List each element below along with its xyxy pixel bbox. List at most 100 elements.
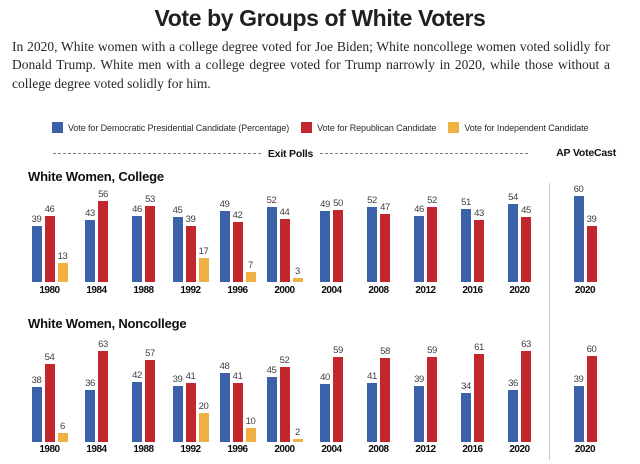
bar-value-label: 36	[85, 378, 95, 390]
rep-bar-slot: 58	[380, 347, 390, 442]
bar-value-label: 39	[586, 213, 597, 225]
bar-value-label: 10	[245, 415, 256, 427]
ap-votecast-label: AP VoteCast	[556, 147, 616, 159]
dem-bar-slot: 39	[573, 373, 584, 442]
exit-polls-divider: Exit Polls	[53, 147, 529, 160]
bar-value-label: 48	[219, 360, 230, 372]
rep-bar	[521, 217, 531, 282]
bar-group-1992: 45 39 17	[167, 190, 214, 282]
bar-value-label: 56	[98, 189, 108, 201]
dem-bar-slot: 46	[414, 204, 424, 282]
bar-value-label: 42	[132, 369, 142, 381]
year-label: 2008	[368, 285, 389, 296]
dem-bar	[219, 372, 230, 442]
bar-group-1996: 48 41 10	[214, 350, 261, 442]
bar-value-label: 61	[474, 342, 484, 354]
ap-votecast-bars: 60 39	[556, 184, 614, 282]
rep-bar	[185, 382, 196, 442]
bar-value-label: 51	[461, 196, 471, 208]
bar-group-1984: 43 56	[73, 190, 120, 282]
bar-value-label: 41	[185, 370, 196, 382]
ind-bar-slot: 17	[198, 245, 209, 282]
ind-bar	[245, 427, 256, 442]
bar-value-label: 38	[31, 375, 42, 387]
bar-value-label: 57	[145, 347, 155, 359]
ind-bar	[198, 413, 209, 442]
bar-value-label: 41	[232, 370, 243, 382]
bar-value-label: 42	[232, 209, 243, 221]
rep-bar	[333, 210, 343, 282]
exit-polls-year-axis: 1980 1984 1988 1992 1996 2000 2004 2008 2012 2016…	[26, 285, 543, 296]
dem-bar	[508, 390, 518, 442]
ind-bar	[57, 433, 68, 442]
bar-value-label: 58	[380, 346, 390, 358]
rep-bar	[44, 215, 55, 282]
bar-value-label: 52	[367, 195, 377, 207]
rep-bar-slot: 47	[380, 203, 390, 282]
dem-bar	[414, 385, 424, 442]
bar-value-label: 39	[573, 373, 584, 385]
rep-bar-slot: 45	[521, 206, 531, 282]
rep-swatch-icon	[301, 122, 313, 133]
rep-bar-slot: 56	[98, 190, 108, 282]
rep-bar	[586, 355, 597, 442]
bar-value-label: 17	[198, 245, 209, 257]
rep-bar	[586, 225, 597, 282]
dem-bar	[85, 220, 95, 282]
rep-bar-slot: 39	[185, 214, 196, 282]
bar-group-2020: 54 45	[496, 190, 543, 282]
dem-bar-slot: 52	[367, 196, 377, 282]
bar-value-label: 7	[248, 259, 253, 271]
ind-bar	[292, 439, 303, 442]
bar-value-label: 45	[266, 365, 277, 377]
exit-polls-label: Exit Polls	[267, 147, 314, 160]
bar-value-label: 52	[266, 195, 277, 207]
rep-bar-slot: 63	[98, 340, 108, 442]
bar-value-label: 54	[508, 192, 518, 204]
dem-bar	[367, 382, 377, 442]
panel-title: White Women, Noncollege	[28, 316, 187, 331]
bar-group-2000: 52 44 3	[261, 190, 308, 282]
bar-group-1984: 36 63	[73, 340, 120, 442]
rep-bar	[474, 354, 484, 442]
exit-polls-bars: 38 54 6 36 63 42 57 39 41 20 48 41 10 45 52 2 40 59 41 58 39…	[26, 340, 543, 442]
bar-value-label: 20	[198, 401, 209, 413]
year-label: 1984	[86, 444, 107, 455]
rep-bar-slot: 52	[279, 356, 290, 442]
rep-bar-slot: 57	[145, 347, 155, 442]
bar-group-2008: 41 58	[355, 347, 402, 442]
bar-value-label: 40	[320, 372, 330, 384]
rep-bar	[44, 364, 55, 442]
rep-bar-slot: 46	[44, 203, 55, 282]
bar-group-1996: 49 42 7	[214, 190, 261, 282]
bar-value-label: 54	[44, 352, 55, 364]
rep-bar	[232, 382, 243, 442]
dem-bar	[132, 381, 142, 442]
dem-bar	[172, 385, 183, 442]
bar-value-label: 36	[508, 378, 518, 390]
dem-bar	[266, 207, 277, 282]
dem-swatch-icon	[52, 122, 63, 133]
dem-bar-slot: 51	[461, 196, 471, 282]
year-label: 1996	[227, 285, 248, 296]
year-label: 2012	[415, 444, 436, 455]
bar-group-2004: 40 59	[308, 346, 355, 442]
dem-bar-slot: 42	[132, 369, 142, 442]
bar-value-label: 46	[44, 203, 55, 215]
year-label: 2000	[274, 285, 295, 296]
dem-bar	[31, 225, 42, 282]
dem-bar-slot: 54	[508, 193, 518, 282]
dem-bar	[85, 390, 95, 442]
rep-bar-slot: 50	[333, 199, 343, 282]
legend-item-dem: Vote for Democratic Presidential Candida…	[52, 122, 289, 133]
bar-group-2008: 52 47	[355, 190, 402, 282]
dem-bar-slot: 45	[266, 365, 277, 442]
dem-bar-slot: 41	[367, 371, 377, 442]
rep-bar	[98, 201, 108, 282]
dem-bar	[132, 215, 142, 282]
year-label: 2020	[509, 444, 530, 455]
bar-value-label: 50	[333, 198, 343, 209]
exit-polls-year-axis: 1980 1984 1988 1992 1996 2000 2004 2008 2012 2016…	[26, 444, 543, 455]
ind-bar-slot: 13	[57, 252, 68, 282]
dem-bar-slot: 43	[85, 209, 95, 282]
